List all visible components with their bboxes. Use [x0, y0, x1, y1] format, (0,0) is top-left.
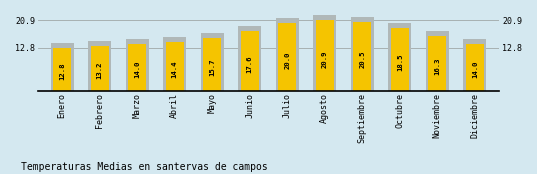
- Bar: [313, 15, 336, 90]
- Bar: [351, 17, 374, 90]
- Text: 14.0: 14.0: [134, 61, 140, 78]
- Text: Temperaturas Medias en santervas de campos: Temperaturas Medias en santervas de camp…: [21, 162, 268, 172]
- Bar: [426, 31, 449, 90]
- Bar: [466, 44, 484, 90]
- Bar: [238, 26, 262, 90]
- Bar: [391, 28, 409, 90]
- Bar: [275, 18, 299, 90]
- Bar: [463, 38, 487, 90]
- Text: 13.2: 13.2: [97, 62, 103, 79]
- Text: 12.8: 12.8: [59, 62, 65, 80]
- Bar: [201, 33, 224, 90]
- Text: 20.0: 20.0: [284, 52, 291, 69]
- Bar: [128, 44, 146, 90]
- Bar: [163, 37, 186, 90]
- Bar: [166, 42, 184, 90]
- Bar: [388, 23, 411, 90]
- Text: 14.4: 14.4: [172, 60, 178, 78]
- Bar: [53, 48, 71, 90]
- Bar: [241, 31, 259, 90]
- Text: 14.0: 14.0: [472, 61, 478, 78]
- Text: 17.6: 17.6: [246, 55, 253, 73]
- Bar: [353, 22, 371, 90]
- Text: 20.9: 20.9: [322, 50, 328, 68]
- Text: 15.7: 15.7: [209, 58, 215, 76]
- Bar: [316, 20, 334, 90]
- Text: 18.5: 18.5: [397, 54, 403, 71]
- Bar: [50, 42, 74, 90]
- Text: 16.3: 16.3: [434, 57, 440, 75]
- Bar: [88, 41, 111, 90]
- Bar: [126, 38, 149, 90]
- Text: 20.5: 20.5: [359, 51, 365, 68]
- Bar: [91, 46, 108, 90]
- Bar: [203, 38, 221, 90]
- Bar: [429, 36, 446, 90]
- Bar: [278, 23, 296, 90]
